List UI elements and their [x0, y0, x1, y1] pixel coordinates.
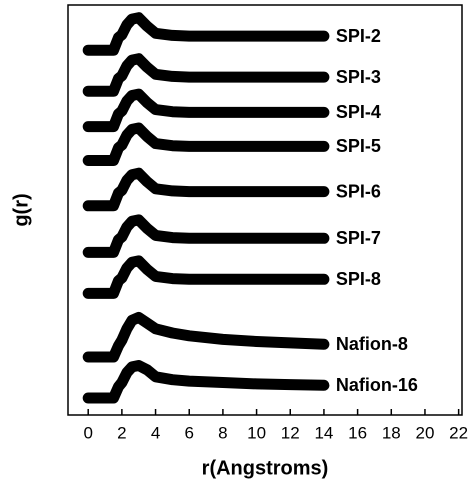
data-line: [82, 255, 330, 299]
series-label: SPI-7: [336, 228, 381, 248]
x-tick-label: 20: [415, 423, 434, 442]
x-tick-label: 10: [247, 423, 266, 442]
y-axis-label: g(r): [10, 193, 32, 226]
data-line: [82, 167, 330, 212]
data-line: [82, 360, 330, 404]
data-line: [82, 122, 330, 166]
series-label: SPI-8: [336, 269, 381, 289]
x-tick-label: 14: [314, 423, 333, 442]
data-line: [82, 311, 330, 363]
series-label: Nafion-8: [336, 334, 408, 354]
x-tick-label: 2: [117, 423, 126, 442]
plot-frame: [67, 4, 463, 416]
data-line: [82, 12, 330, 56]
x-tick-label: 8: [218, 423, 227, 442]
series-label: SPI-2: [336, 26, 381, 46]
series-label: SPI-3: [336, 67, 381, 87]
x-tick-label: 0: [83, 423, 92, 442]
data-line: [82, 214, 330, 258]
series-label: SPI-5: [336, 136, 381, 156]
x-tick-label: 6: [184, 423, 193, 442]
series-label: Nafion-16: [336, 375, 418, 395]
x-tick-label: 4: [151, 423, 160, 442]
x-tick-label: 22: [449, 423, 468, 442]
x-tick-label: 12: [281, 423, 300, 442]
x-tick-label: 18: [382, 423, 401, 442]
x-tick-label: 16: [348, 423, 367, 442]
x-axis-label: r(Angstroms): [202, 457, 329, 479]
data-line: [82, 53, 330, 97]
data-line: [82, 88, 330, 133]
series-label: SPI-4: [336, 102, 381, 122]
series-label: SPI-6: [336, 181, 381, 201]
